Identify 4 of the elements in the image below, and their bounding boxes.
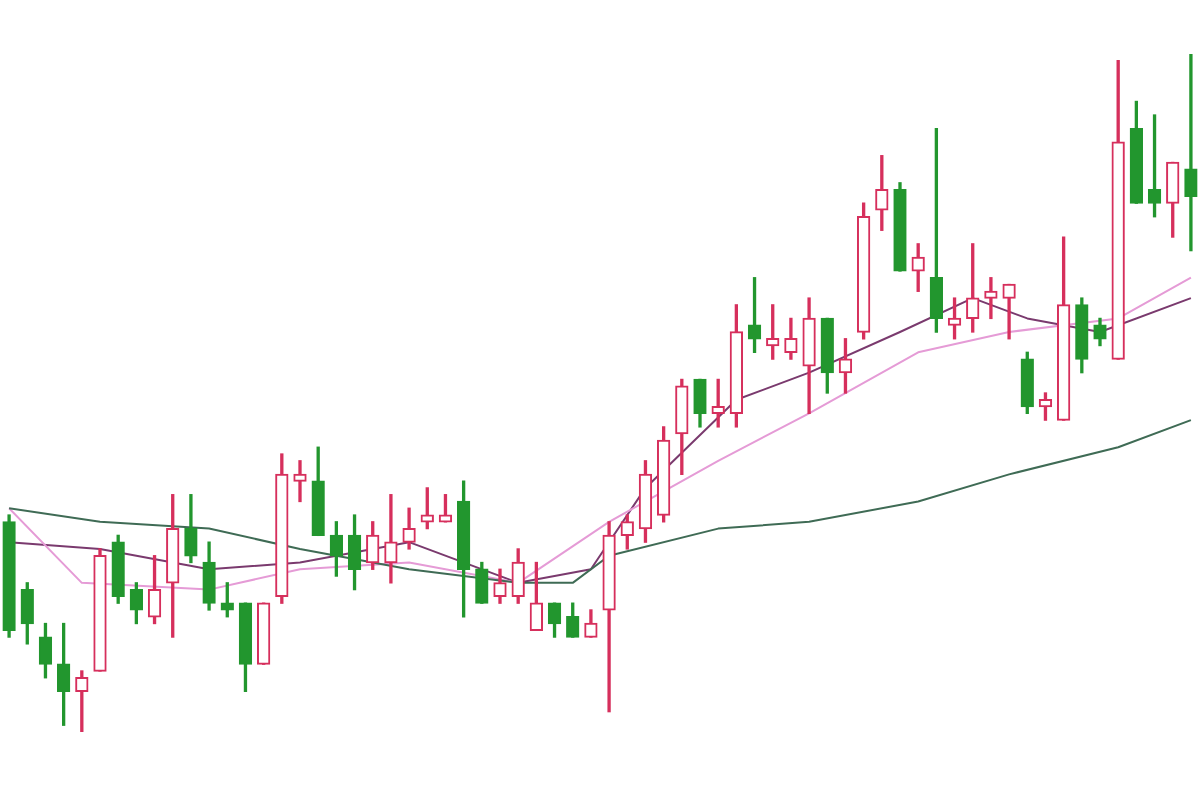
candlestick	[1184, 54, 1198, 252]
candlestick	[984, 277, 998, 320]
candlestick	[293, 460, 307, 503]
candlestick	[384, 494, 398, 584]
